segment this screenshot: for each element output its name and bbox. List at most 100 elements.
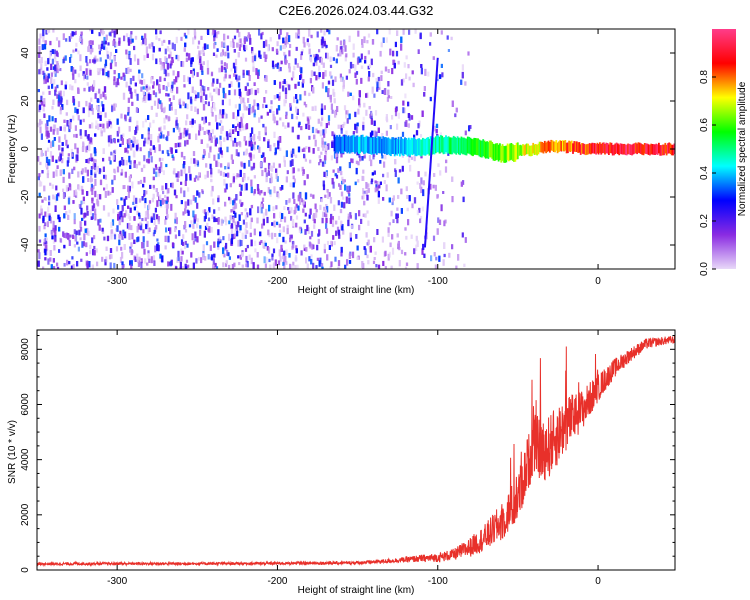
noise-cell bbox=[436, 75, 439, 79]
noise-cell bbox=[296, 108, 299, 115]
noise-cell bbox=[121, 251, 124, 259]
noise-cell bbox=[408, 29, 411, 35]
noise-cell bbox=[285, 249, 288, 256]
x-tick-label: -200 bbox=[267, 576, 287, 587]
noise-cell bbox=[86, 82, 89, 86]
noise-cell bbox=[127, 67, 130, 74]
noise-cell bbox=[165, 93, 168, 97]
noise-cell bbox=[149, 148, 152, 153]
noise-cell bbox=[38, 180, 41, 187]
noise-cell bbox=[326, 254, 329, 261]
noise-cell bbox=[185, 57, 188, 62]
noise-cell bbox=[159, 135, 162, 139]
noise-cell bbox=[416, 210, 419, 216]
signal-cell bbox=[518, 145, 520, 156]
noise-cell bbox=[176, 86, 179, 94]
noise-cell bbox=[239, 169, 242, 177]
noise-cell bbox=[244, 214, 247, 220]
noise-cell bbox=[190, 220, 193, 224]
noise-cell bbox=[240, 184, 243, 191]
noise-cell bbox=[184, 103, 187, 109]
noise-cell bbox=[212, 78, 215, 84]
noise-cell bbox=[404, 121, 407, 127]
noise-cell bbox=[362, 116, 365, 121]
noise-cell bbox=[315, 128, 318, 134]
noise-cell bbox=[54, 89, 57, 96]
noise-cell bbox=[285, 81, 288, 86]
noise-cell bbox=[61, 149, 64, 157]
noise-cell bbox=[323, 105, 326, 110]
signal-cell bbox=[388, 138, 391, 156]
noise-cell bbox=[334, 76, 337, 83]
noise-cell bbox=[378, 184, 381, 189]
signal-cell bbox=[342, 136, 345, 153]
noise-cell bbox=[286, 228, 289, 235]
noise-cell bbox=[378, 81, 381, 88]
noise-cell bbox=[288, 66, 291, 73]
noise-cell bbox=[402, 100, 405, 106]
noise-cell bbox=[210, 168, 213, 175]
noise-cell bbox=[461, 232, 464, 238]
noise-cell bbox=[434, 264, 437, 269]
noise-cell bbox=[239, 254, 242, 260]
noise-cell bbox=[126, 139, 129, 144]
noise-cell bbox=[454, 113, 457, 118]
noise-cell bbox=[342, 124, 345, 128]
noise-cell bbox=[377, 127, 380, 133]
noise-cell bbox=[94, 178, 97, 186]
noise-cell bbox=[439, 170, 442, 176]
noise-cell bbox=[193, 120, 196, 124]
noise-cell bbox=[121, 265, 124, 269]
noise-cell bbox=[276, 176, 279, 182]
noise-cell bbox=[250, 186, 253, 194]
noise-cell bbox=[134, 35, 138, 40]
noise-cell bbox=[81, 185, 84, 192]
noise-cell bbox=[165, 208, 169, 215]
noise-cell bbox=[127, 213, 130, 219]
noise-cell bbox=[59, 108, 62, 115]
signal-cell bbox=[670, 144, 673, 156]
noise-cell bbox=[220, 60, 223, 65]
noise-cell bbox=[201, 98, 204, 104]
noise-cell bbox=[394, 168, 397, 172]
noise-cell bbox=[253, 113, 256, 118]
noise-cell bbox=[237, 52, 240, 58]
noise-cell bbox=[273, 262, 276, 269]
noise-cell bbox=[211, 111, 214, 117]
noise-cell bbox=[233, 199, 236, 204]
noise-cell bbox=[358, 103, 361, 108]
noise-cell bbox=[44, 257, 47, 261]
noise-cell bbox=[140, 258, 143, 264]
noise-cell bbox=[348, 253, 351, 259]
noise-cell bbox=[277, 136, 280, 141]
noise-cell bbox=[87, 46, 90, 52]
noise-cell bbox=[330, 213, 333, 219]
noise-cell bbox=[43, 224, 46, 230]
noise-cell bbox=[51, 105, 54, 110]
noise-cell bbox=[349, 232, 352, 238]
noise-cell bbox=[258, 117, 261, 123]
noise-cell bbox=[123, 244, 126, 250]
signal-cell bbox=[560, 140, 563, 152]
noise-cell bbox=[394, 111, 398, 117]
noise-cell bbox=[105, 47, 108, 51]
noise-cell bbox=[417, 171, 420, 177]
noise-cell bbox=[250, 205, 253, 209]
noise-cell bbox=[242, 219, 245, 225]
noise-cell bbox=[382, 260, 385, 266]
noise-cell bbox=[298, 193, 301, 199]
noise-cell bbox=[78, 185, 81, 191]
noise-cell bbox=[62, 59, 65, 64]
noise-cell bbox=[376, 185, 379, 191]
noise-cell bbox=[250, 143, 253, 151]
signal-cell bbox=[545, 142, 547, 154]
noise-cell bbox=[196, 72, 199, 77]
y-tick-label: 2000 bbox=[20, 503, 31, 526]
signal-cell bbox=[460, 136, 463, 154]
noise-cell bbox=[338, 234, 341, 239]
noise-cell bbox=[170, 60, 173, 66]
noise-cell bbox=[41, 44, 44, 50]
noise-cell bbox=[340, 246, 343, 253]
signal-cell bbox=[478, 139, 481, 157]
noise-cell bbox=[243, 38, 246, 44]
